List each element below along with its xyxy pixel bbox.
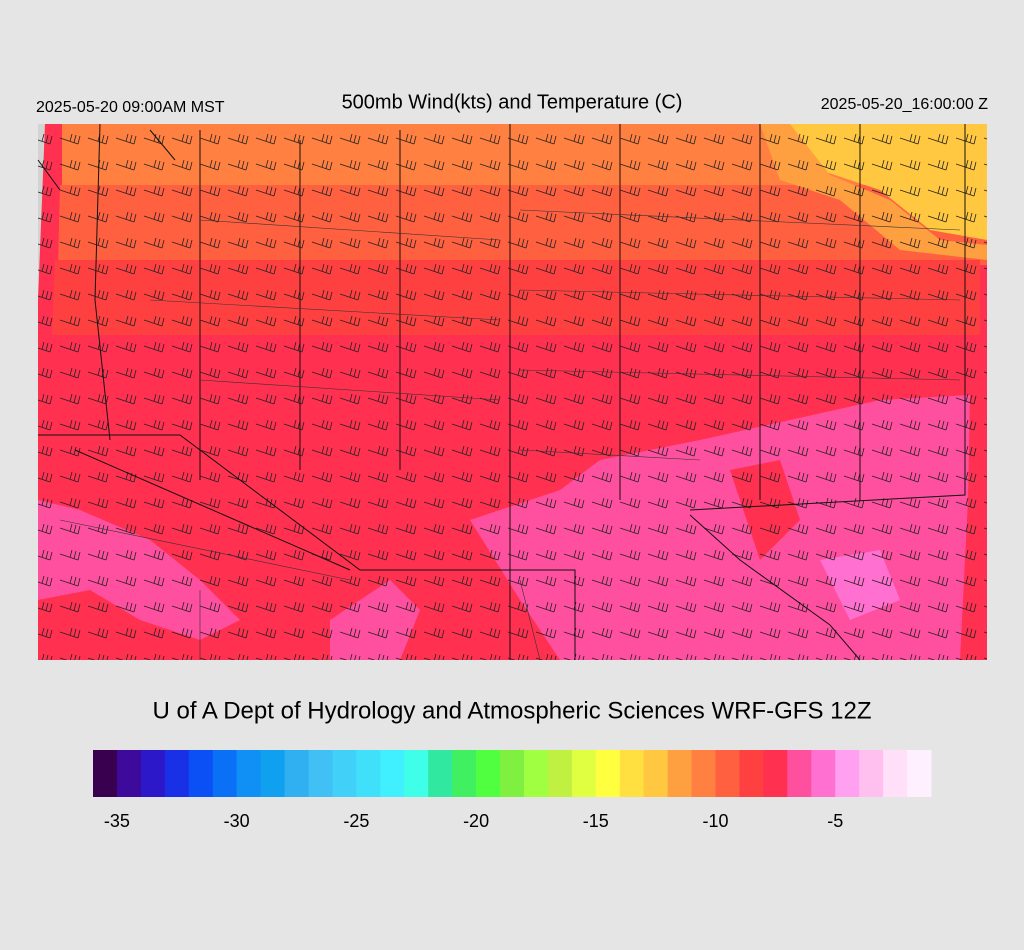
colorbar-swatch	[811, 750, 836, 797]
colorbar-swatch	[763, 750, 788, 797]
colorbar-swatch	[428, 750, 453, 797]
credit: U of A Dept of Hydrology and Atmospheric…	[153, 697, 872, 724]
colorbar-swatch	[164, 750, 190, 797]
colorbar-swatch	[907, 750, 932, 797]
colorbar-swatch	[595, 750, 621, 797]
colorbar-swatch	[787, 750, 812, 797]
colorbar-swatch	[739, 750, 764, 797]
colorbar-tick-label: -25	[343, 811, 369, 831]
colorbar-tick-label: -30	[224, 811, 250, 831]
colorbar: -35 -30 -25 -20 -15 -10 -5	[93, 750, 932, 831]
colorbar-swatch	[619, 750, 645, 797]
colorbar-swatch	[643, 750, 669, 797]
colorbar-swatch	[308, 750, 333, 797]
county-lines	[59, 209, 961, 661]
colorbar-swatch	[500, 750, 525, 797]
colorbar-swatch	[284, 750, 309, 797]
colorbar-swatch	[667, 750, 693, 797]
colorbar-tick-label: -10	[703, 811, 729, 831]
colorbar-tick-label: -15	[583, 811, 609, 831]
colorbar-swatch	[715, 750, 740, 797]
colorbar-swatch	[523, 750, 549, 797]
colorbar-tick-label: -20	[463, 811, 489, 831]
colorbar-swatch	[236, 750, 262, 797]
colorbar-swatch	[571, 750, 597, 797]
colorbar-swatch	[835, 750, 860, 797]
valid-time: 2025-05-20_16:00:00 Z	[821, 96, 988, 113]
colorbar-swatch	[93, 750, 118, 797]
colorbar-swatch	[356, 750, 381, 797]
colorbar-swatch	[883, 750, 908, 797]
colorbar-swatch	[188, 750, 214, 797]
colorbar-tick-label: -35	[104, 811, 130, 831]
colorbar-swatch	[260, 750, 286, 797]
colorbar-swatch	[332, 750, 357, 797]
colorbar-swatch	[404, 750, 429, 797]
colorbar-swatch	[380, 750, 405, 797]
colorbar-swatch	[116, 750, 142, 797]
colorbar-swatch	[140, 750, 166, 797]
colorbar-swatch	[859, 750, 884, 797]
local-time: 2025-05-20 09:00AM MST	[36, 99, 225, 116]
title: 500mb Wind(kts) and Temperature (C)	[342, 91, 683, 113]
colorbar-swatch	[547, 750, 573, 797]
colorbar-swatch	[476, 750, 501, 797]
map-overlay	[37, 123, 987, 661]
wind-barbs	[38, 124, 987, 660]
colorbar-swatch	[452, 750, 477, 797]
colorbar-tick-label: -5	[827, 811, 843, 831]
colorbar-swatch	[212, 750, 238, 797]
borders	[37, 123, 966, 661]
colorbar-swatch	[691, 750, 717, 797]
